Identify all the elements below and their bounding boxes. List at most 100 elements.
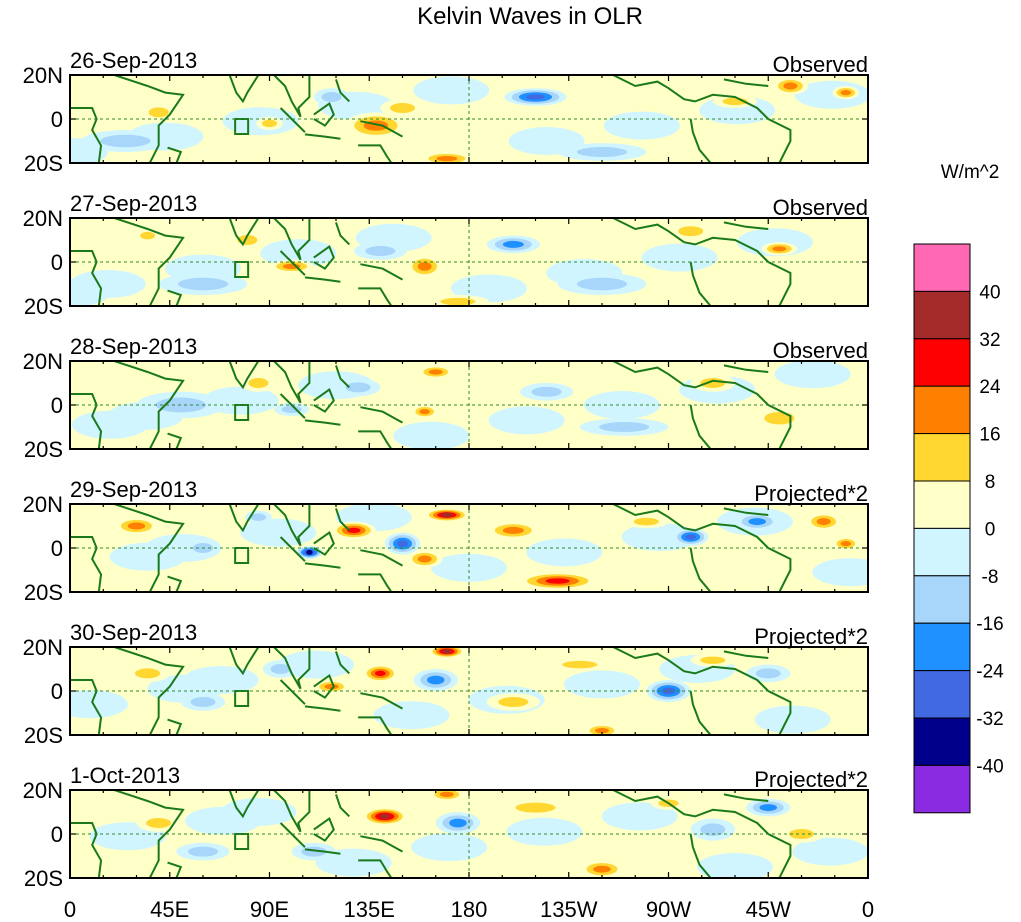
contour-level [379,813,391,819]
panel-mode: Projected*2 [754,767,868,792]
contour-level [502,526,524,534]
colorbar-swatch [913,290,971,340]
contour-patch [70,690,128,719]
contour-level [146,818,172,828]
colorbar-label: 32 [979,330,1000,351]
x-tick-label: 0 [862,897,874,922]
contour-level [187,846,219,857]
contour-level [526,94,545,100]
panel-date: 30-Sep-2013 [70,620,197,645]
contour-patch [71,410,148,439]
colorbar-label: 24 [979,377,1001,398]
contour-patch [450,274,527,303]
y-tick-label: 20N [23,349,63,374]
coastline [273,790,311,833]
coastline [228,75,260,104]
contour-level [442,648,452,654]
y-tick-label: 20S [24,580,63,605]
contour-level [633,517,659,526]
coastline [70,504,185,592]
contour-level [440,297,476,306]
contour-level [685,534,697,540]
coastline [273,218,311,261]
contour-level [324,684,339,690]
coastline [167,146,183,163]
coastlines [70,790,792,878]
coastline [273,504,311,547]
contour-field [71,361,851,449]
y-tick-label: 20S [24,294,63,319]
contour-level [148,107,169,118]
panel-mode: Observed [773,52,868,77]
coastline [360,120,403,138]
contour-level [576,277,628,291]
y-tick-label: 20N [23,206,63,231]
panel-mode: Projected*2 [754,624,868,649]
contour-level [545,578,570,584]
x-tick-label: 90W [646,897,691,922]
y-tick-label: 20N [23,778,63,803]
coastline [723,650,769,659]
panel-date: 28-Sep-2013 [70,334,197,359]
coastline [273,361,311,404]
contour-patch [583,391,660,419]
colorbar-label: -24 [976,662,1004,683]
panel-date: 1-Oct-2013 [70,763,180,788]
panel-6: 20N 0 20S 1-Oct-2013 Projected*2 [23,763,869,891]
contour-level [562,660,598,669]
contour-patch [184,806,261,835]
contour-level [397,540,408,547]
coastline [167,718,183,735]
contour-field [89,790,868,878]
panel-date: 27-Sep-2013 [70,191,197,216]
coastline [335,508,351,532]
coastline [360,835,403,853]
contour-level [515,802,556,813]
contour-level [127,522,146,530]
coastline [70,790,185,878]
coastlines [70,218,792,306]
coastline [358,573,393,592]
coastlines [70,504,792,592]
coastline [723,221,769,230]
contour-level [419,409,430,415]
coastline [335,365,351,389]
coastline [313,388,335,413]
coastline [279,822,306,848]
colorbar-swatch [913,385,971,435]
coastline [358,716,393,735]
coastline [335,79,351,103]
y-tick-label: 20N [23,635,63,660]
contour-patch [526,538,603,567]
contour-level [759,804,777,812]
coastline [304,276,341,283]
contour-level [593,865,611,873]
coastline [360,692,403,710]
y-tick-label: 0 [51,107,63,132]
panel-date: 26-Sep-2013 [70,48,197,73]
x-tick-label: 0 [64,897,76,922]
colorbar-swatch [913,527,971,577]
coastline [612,361,792,449]
contour-patch [603,111,680,140]
contour-level [374,670,386,677]
coastline [612,218,792,306]
coastline [279,679,306,705]
colorbar-label: 0 [985,519,996,540]
contour-patch [641,243,718,272]
coastline [335,222,351,246]
colorbar-label: -40 [976,756,1003,777]
colorbar-swatch [913,243,971,292]
coastline [360,406,403,424]
contour-level [678,226,704,237]
coastline [228,504,260,533]
y-tick-label: 20S [24,866,63,891]
contour-level [177,277,229,291]
contour-level [140,231,156,240]
coastline [70,647,185,735]
contour-level [347,527,361,534]
contour-level [755,668,781,679]
coastline [612,75,792,163]
coastline [689,118,712,163]
coastline [612,647,792,735]
